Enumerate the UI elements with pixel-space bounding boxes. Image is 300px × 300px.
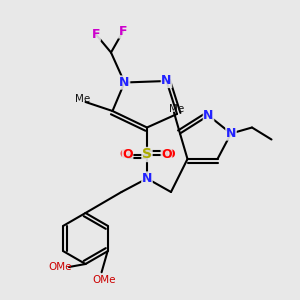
Text: N: N	[142, 172, 152, 185]
Text: N: N	[203, 109, 214, 122]
Text: O: O	[122, 148, 133, 161]
Text: N: N	[226, 127, 236, 140]
Text: N: N	[226, 127, 236, 140]
Text: OMe: OMe	[93, 275, 116, 285]
Text: F: F	[92, 28, 100, 41]
Text: S: S	[142, 148, 152, 161]
Text: N: N	[161, 74, 172, 88]
Text: F: F	[92, 28, 100, 41]
Text: Me: Me	[169, 104, 184, 115]
Text: F: F	[119, 25, 127, 38]
Text: N: N	[119, 76, 130, 89]
Text: O: O	[164, 148, 175, 161]
Text: N: N	[119, 76, 130, 89]
Text: S: S	[142, 148, 152, 161]
Text: N: N	[142, 172, 152, 185]
Text: F: F	[119, 25, 127, 38]
Text: O: O	[119, 148, 130, 161]
Text: O: O	[161, 148, 172, 161]
Text: OMe: OMe	[48, 262, 72, 272]
Text: N: N	[161, 74, 172, 88]
Text: Me: Me	[75, 94, 90, 104]
Text: N: N	[203, 109, 214, 122]
